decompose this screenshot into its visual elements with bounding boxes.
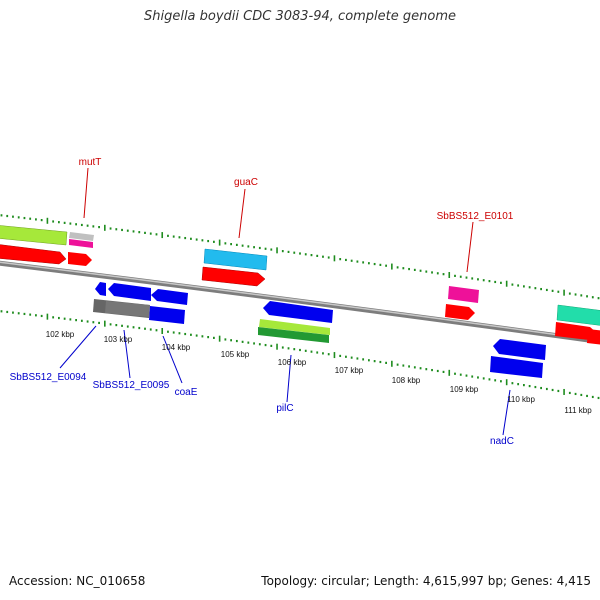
gene-label-mutT[interactable]: mutT bbox=[79, 157, 102, 168]
feature-red-forward-3[interactable] bbox=[201, 266, 266, 287]
feature-mutT-grey[interactable] bbox=[69, 232, 94, 241]
gene-label-pilC[interactable]: pilC bbox=[276, 403, 293, 414]
feature-SbBS512_E0101-magenta[interactable] bbox=[448, 286, 479, 303]
leader-SbBS512_E0101 bbox=[466, 221, 474, 273]
gene-label-SbBS512_E0094[interactable]: SbBS512_E0094 bbox=[10, 372, 87, 383]
feature-pilC-green[interactable] bbox=[258, 327, 329, 343]
gene-label-SbBS512_E0101[interactable]: SbBS512_E0101 bbox=[437, 211, 514, 222]
genes-value: 4,415 bbox=[556, 574, 591, 588]
feature-teal-forward[interactable] bbox=[556, 304, 600, 326]
reverse-features bbox=[93, 282, 546, 378]
feature-red-forward-6[interactable] bbox=[587, 329, 600, 345]
feature-SbBS512_E0095-grey[interactable] bbox=[105, 301, 150, 317]
genome-backbone-highlight bbox=[0, 261, 600, 342]
feature-blue-reverse-small[interactable] bbox=[95, 282, 106, 296]
feature-nadC-blue-2[interactable] bbox=[490, 356, 543, 378]
scale-label-104: 104 kbp bbox=[162, 343, 191, 352]
scale-label-111: 111 kbp bbox=[564, 406, 592, 415]
feature-red-forward-2[interactable] bbox=[68, 252, 92, 266]
scale-label-107: 107 kbp bbox=[335, 366, 364, 375]
leader-SbBS512_E0095 bbox=[123, 329, 131, 379]
scale-label-109: 109 kbp bbox=[450, 385, 479, 394]
feature-red-forward-1[interactable] bbox=[0, 244, 67, 265]
genome-stats: Topology: circular; Length: 4,615,997 bp… bbox=[261, 574, 591, 588]
scale-label-103: 103 kbp bbox=[104, 335, 133, 344]
label-leaders bbox=[59, 167, 511, 436]
feature-mutT-magenta[interactable] bbox=[69, 239, 93, 248]
gene-label-SbBS512_E0095[interactable]: SbBS512_E0095 bbox=[93, 380, 170, 391]
outer-tick-ring bbox=[0, 214, 600, 300]
feature-red-forward-5[interactable] bbox=[555, 322, 597, 340]
gene-label-nadC[interactable]: nadC bbox=[490, 436, 514, 447]
feature-red-forward-4[interactable] bbox=[445, 304, 475, 320]
scale-label-106: 106 kbp bbox=[278, 358, 307, 367]
accession-info: Accession: NC_010658 bbox=[9, 574, 145, 588]
leader-coaE bbox=[162, 335, 183, 384]
feature-lime-forward[interactable] bbox=[0, 225, 68, 246]
leader-SbBS512_E0094 bbox=[59, 325, 97, 369]
feature-guaC-cyan[interactable] bbox=[203, 248, 268, 271]
leader-nadC bbox=[502, 389, 511, 436]
feature-pilC-lime[interactable] bbox=[259, 319, 330, 335]
scale-label-105: 105 kbp bbox=[221, 350, 250, 359]
gene-label-guaC[interactable]: guaC bbox=[234, 177, 258, 188]
topology-value: circular bbox=[321, 574, 366, 588]
feature-nadC-blue-1[interactable] bbox=[493, 339, 546, 360]
feature-blue-reverse-2[interactable] bbox=[151, 289, 188, 305]
topology-label: Topology: bbox=[261, 574, 318, 588]
map-title: Shigella boydii CDC 3083-94, complete ge… bbox=[143, 9, 457, 24]
inner-tick-ring bbox=[0, 310, 600, 400]
gene-label-coaE[interactable]: coaE bbox=[175, 387, 198, 398]
feature-blue-reverse-1[interactable] bbox=[108, 283, 151, 301]
leader-mutT bbox=[83, 167, 89, 219]
accession-value: NC_010658 bbox=[76, 574, 146, 588]
forward-features bbox=[0, 225, 600, 345]
genome-backbone bbox=[0, 260, 600, 345]
scale-label-110: 110 kbp bbox=[507, 395, 535, 404]
feature-pilC-blue[interactable] bbox=[263, 301, 333, 323]
scale-label-102: 102 kbp bbox=[46, 330, 75, 339]
leader-pilC bbox=[286, 354, 292, 403]
feature-coaE-blue[interactable] bbox=[149, 306, 185, 324]
genes-label: Genes: bbox=[510, 574, 553, 588]
accession-label: Accession: bbox=[9, 574, 73, 588]
length-value: 4,615,997 bp bbox=[422, 574, 503, 588]
length-label: Length: bbox=[373, 574, 420, 588]
leader-guaC bbox=[238, 188, 246, 239]
scale-label-108: 108 kbp bbox=[392, 376, 421, 385]
